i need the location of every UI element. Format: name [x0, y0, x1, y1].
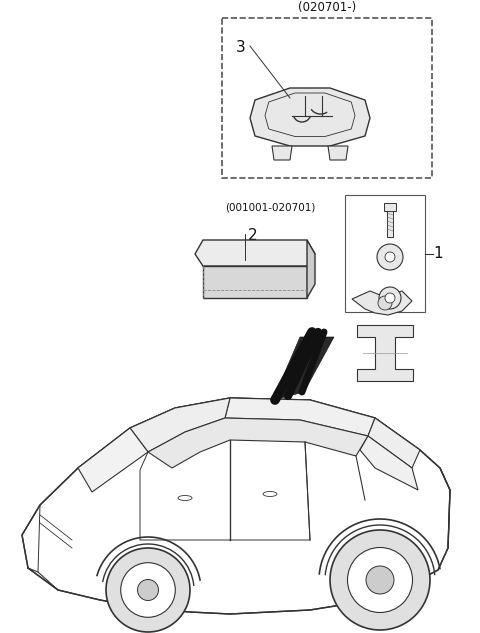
Polygon shape [352, 291, 412, 315]
Polygon shape [225, 398, 375, 436]
Circle shape [385, 293, 395, 303]
Circle shape [348, 548, 412, 613]
Text: 2: 2 [248, 228, 258, 243]
Circle shape [106, 548, 190, 632]
Circle shape [379, 287, 401, 309]
Polygon shape [272, 146, 292, 160]
Text: (001001-020701): (001001-020701) [225, 202, 315, 212]
Polygon shape [78, 428, 148, 492]
Polygon shape [360, 436, 418, 490]
Bar [345, 195, 425, 312]
Polygon shape [203, 266, 307, 298]
Polygon shape [273, 337, 334, 400]
Text: 3: 3 [236, 40, 246, 55]
Circle shape [385, 252, 395, 262]
Ellipse shape [263, 491, 277, 496]
Polygon shape [368, 418, 420, 468]
Bar [387, 209, 393, 237]
Circle shape [120, 563, 175, 617]
Polygon shape [357, 325, 413, 381]
Polygon shape [307, 240, 315, 298]
Circle shape [330, 530, 430, 630]
Polygon shape [22, 398, 450, 614]
Polygon shape [250, 88, 370, 146]
Polygon shape [195, 240, 315, 266]
Ellipse shape [178, 496, 192, 501]
Bar [222, 18, 432, 178]
Text: (020701-): (020701-) [298, 1, 356, 14]
Circle shape [377, 244, 403, 270]
Polygon shape [328, 146, 348, 160]
Circle shape [137, 579, 158, 601]
Circle shape [366, 566, 394, 594]
Polygon shape [148, 418, 368, 468]
Circle shape [378, 296, 392, 310]
Bar [384, 203, 396, 211]
Text: 1: 1 [433, 246, 443, 261]
Polygon shape [130, 398, 230, 452]
